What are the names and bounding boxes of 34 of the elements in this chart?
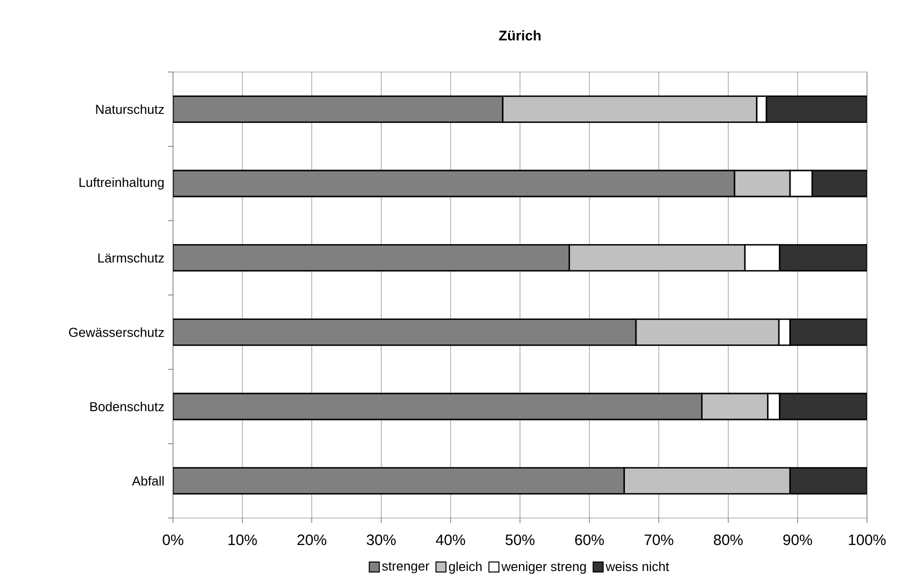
y-tick-label: Gewässerschutz — [69, 327, 164, 337]
bar — [766, 95, 868, 123]
y-tick-label: Naturschutz — [96, 104, 164, 114]
chart-title: Zürich — [499, 30, 541, 41]
x-tick-label: 90% — [783, 534, 812, 546]
y-tick-label: Lärmschutz — [98, 253, 164, 263]
x-tick-label: 50% — [506, 534, 534, 546]
bar — [173, 467, 625, 495]
x-tick-label: 70% — [644, 534, 674, 546]
x-tick-label: 60% — [575, 534, 604, 546]
x-tick-label: 10% — [228, 534, 257, 546]
legend-label: gleich — [448, 562, 482, 574]
x-tick-label: 40% — [436, 534, 466, 546]
y-tick-label: Luftreinhaltung — [80, 177, 164, 190]
bar — [811, 170, 868, 198]
x-tick-label: 80% — [714, 534, 743, 546]
x-tick-label: 100% — [848, 534, 886, 546]
legend-label: strenger — [382, 562, 430, 574]
y-tick-label: Abfall — [132, 476, 164, 486]
y-tick-label: Bodenschutz — [90, 402, 164, 412]
x-tick-label: 30% — [366, 534, 396, 546]
legend-label: weniger streng — [501, 562, 586, 574]
bar — [789, 467, 868, 495]
x-tick-label: 20% — [298, 534, 326, 546]
bar — [173, 244, 570, 272]
x-tick-label: 0% — [162, 534, 184, 546]
bar — [778, 244, 868, 272]
legend-label: weiss nicht — [606, 562, 670, 572]
bar — [173, 392, 703, 420]
bar — [789, 318, 868, 346]
bar — [173, 95, 504, 123]
bar — [173, 170, 736, 198]
bar — [778, 392, 868, 420]
bar — [173, 318, 637, 346]
